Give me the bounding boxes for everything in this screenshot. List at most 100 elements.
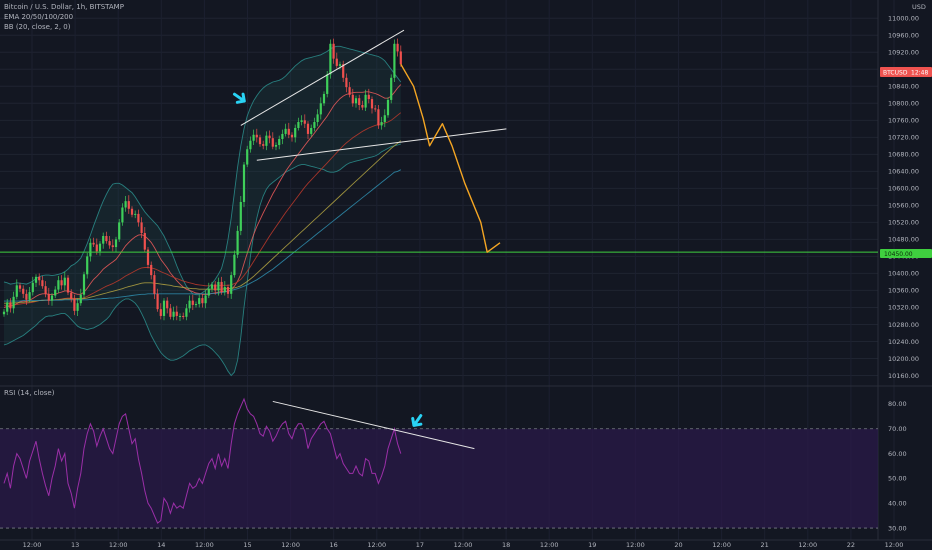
legend-rsi[interactable]: RSI (14, close) bbox=[4, 389, 55, 397]
candle-body bbox=[386, 99, 390, 116]
x-tick-label: 16 bbox=[330, 541, 338, 549]
candle-body bbox=[15, 285, 18, 297]
candle-body bbox=[342, 64, 345, 78]
candle-body bbox=[86, 256, 89, 275]
candle-body bbox=[335, 58, 338, 66]
candle-body bbox=[329, 43, 332, 75]
candle-body bbox=[95, 244, 98, 252]
price-tick-label: 10200.00 bbox=[888, 355, 919, 363]
price-tick-label: 11000.00 bbox=[888, 15, 919, 23]
ticker-badge-time: 12:48 bbox=[911, 70, 928, 77]
candle-body bbox=[278, 139, 281, 145]
candle-body bbox=[233, 254, 236, 276]
candle-body bbox=[12, 296, 15, 309]
candle-body bbox=[137, 213, 140, 223]
candle-body bbox=[28, 292, 31, 300]
candle-body bbox=[338, 64, 342, 66]
candle-body bbox=[146, 249, 150, 265]
candle-body bbox=[377, 109, 380, 126]
candle-body bbox=[76, 303, 79, 311]
candle-body bbox=[153, 275, 156, 294]
price-tick-label: 10520.00 bbox=[888, 219, 919, 227]
candle-body bbox=[41, 280, 44, 287]
candle-body bbox=[66, 277, 70, 293]
candle-body bbox=[70, 292, 73, 299]
x-tick-label: 22 bbox=[847, 541, 855, 549]
drawings bbox=[0, 29, 878, 253]
candle-body bbox=[25, 293, 28, 300]
candle-body bbox=[182, 315, 185, 317]
bollinger-fill bbox=[4, 46, 401, 376]
candle-body bbox=[255, 134, 258, 138]
x-tick-label: 12:00 bbox=[540, 541, 559, 549]
candles bbox=[2, 38, 402, 322]
rsi-tick-label: 80.00 bbox=[888, 400, 907, 408]
legend-symbol[interactable]: Bitcoin / U.S. Dollar, 1h, BITSTAMP bbox=[4, 3, 124, 11]
candle-body bbox=[281, 133, 284, 140]
candle-body bbox=[252, 134, 255, 141]
candle-body bbox=[102, 236, 105, 244]
candle-body bbox=[34, 276, 38, 283]
candle-body bbox=[364, 94, 367, 108]
candle-body bbox=[239, 201, 242, 231]
candle-body bbox=[127, 201, 130, 209]
candle-body bbox=[38, 276, 41, 281]
candle-body bbox=[294, 127, 297, 138]
candle-body bbox=[287, 128, 290, 135]
candle-body bbox=[380, 122, 383, 126]
candle-body bbox=[214, 284, 217, 291]
candle-body bbox=[207, 288, 210, 296]
legend-ema[interactable]: EMA 20/50/100/200 bbox=[4, 13, 73, 21]
projection-path bbox=[400, 63, 501, 253]
candle-body bbox=[111, 245, 114, 248]
candle-body bbox=[393, 43, 396, 78]
ticker-badge: BTCUSD 12:48 bbox=[880, 67, 932, 77]
price-tick-label: 10400.00 bbox=[888, 270, 919, 278]
candle-body bbox=[89, 242, 92, 257]
candle-body bbox=[175, 311, 178, 316]
currency-label: USD bbox=[912, 3, 926, 11]
candle-body bbox=[242, 164, 246, 202]
rsi-band bbox=[0, 428, 878, 529]
candle-body bbox=[230, 275, 233, 294]
candle-body bbox=[361, 105, 364, 108]
candle-body bbox=[134, 213, 137, 215]
candle-body bbox=[399, 51, 402, 65]
x-tick-label: 12:00 bbox=[367, 541, 386, 549]
candle-body bbox=[194, 304, 198, 306]
candle-body bbox=[268, 135, 271, 139]
candle-body bbox=[332, 43, 335, 59]
candle-body bbox=[374, 108, 377, 110]
rsi-line bbox=[3, 397, 402, 524]
candle-body bbox=[310, 127, 313, 134]
price-tick-label: 10160.00 bbox=[888, 372, 919, 380]
candle-body bbox=[191, 300, 194, 305]
candle-body bbox=[79, 294, 82, 304]
x-tick-label: 12:00 bbox=[798, 541, 817, 549]
candle-body bbox=[236, 230, 239, 255]
candle-body bbox=[367, 94, 370, 100]
x-tick-label: 12:00 bbox=[23, 541, 42, 549]
candle-body bbox=[300, 120, 303, 123]
arrow-stroke bbox=[411, 414, 423, 427]
legend-bb[interactable]: BB (20, close, 2, 0) bbox=[4, 23, 71, 31]
candle-body bbox=[22, 288, 25, 294]
price-tick-label: 10320.00 bbox=[888, 304, 919, 312]
x-tick-label: 12:00 bbox=[195, 541, 214, 549]
candle-body bbox=[290, 134, 294, 138]
candle-body bbox=[204, 295, 207, 304]
candle-body bbox=[31, 282, 34, 293]
candle-body bbox=[162, 300, 166, 316]
candle-body bbox=[9, 302, 12, 309]
candle-body bbox=[306, 123, 310, 134]
candle-body bbox=[284, 128, 287, 134]
x-tick-label: 21 bbox=[761, 541, 769, 549]
candle-body bbox=[246, 149, 249, 165]
x-tick-label: 15 bbox=[243, 541, 251, 549]
candle-body bbox=[57, 280, 60, 290]
candle-body bbox=[18, 285, 22, 289]
candle-body bbox=[143, 233, 146, 250]
candle-body bbox=[114, 239, 118, 248]
